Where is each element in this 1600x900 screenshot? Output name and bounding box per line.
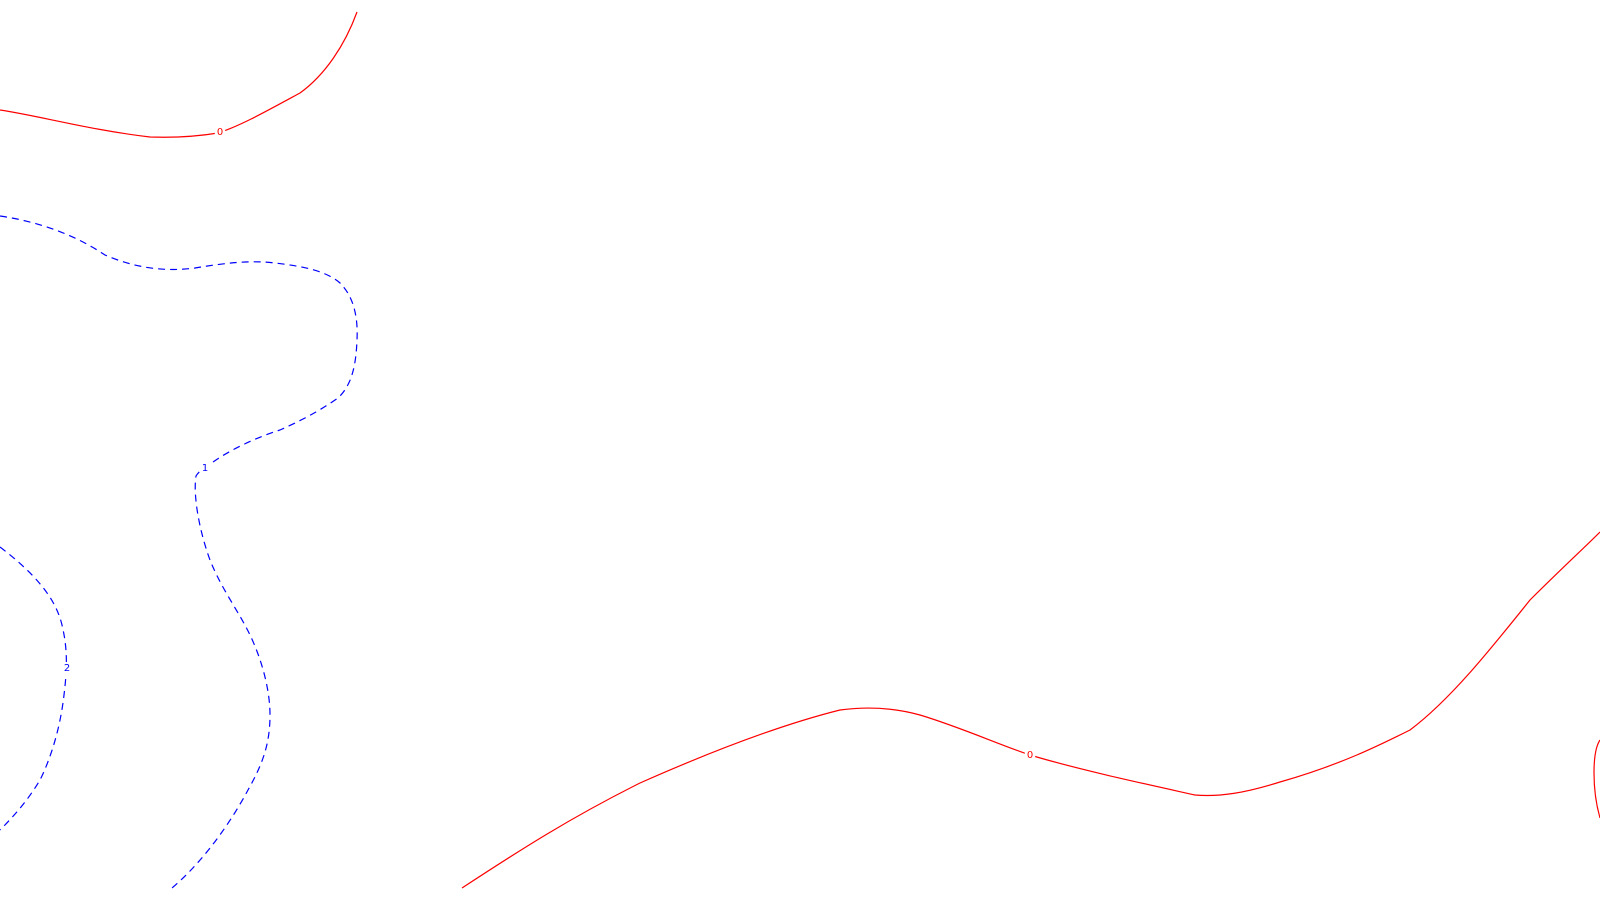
- contour-label-level-1: 1: [202, 463, 208, 474]
- contour-label-backing: [214, 126, 226, 139]
- contour-label-level-2: 2: [64, 663, 70, 674]
- contour-line-level-0-bottom: [461, 531, 1600, 889]
- contour-label-level-0-top-left: 0: [217, 127, 223, 138]
- contour-line-level-0-right-edge: [1593, 739, 1600, 819]
- contour-line-level-0-top-left: [0, 11, 358, 138]
- contour-label-backing: [61, 662, 73, 675]
- contour-label-backing: [1024, 749, 1036, 762]
- contour-label-level-0-bottom: 0: [1027, 750, 1033, 761]
- contour-line-level-1: [0, 215, 358, 889]
- contour-label-backing: [199, 462, 211, 475]
- contour-line-level-2: [0, 546, 67, 831]
